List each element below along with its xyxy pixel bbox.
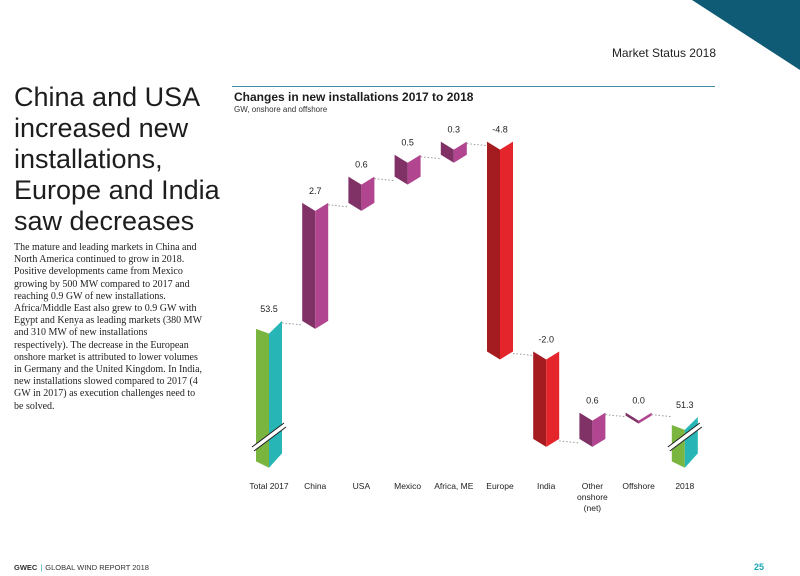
footer-separator: | <box>40 563 43 572</box>
bar-right-face <box>315 202 329 329</box>
bar-right-face <box>592 412 606 447</box>
bar-right-face <box>269 320 282 468</box>
bar-left-face <box>394 154 408 185</box>
axis-break-gap <box>251 423 287 451</box>
bar-left-face <box>348 176 362 211</box>
page-headline: China and USA increased new installation… <box>14 82 220 236</box>
bar-right-face <box>546 351 560 447</box>
category-label: China <box>304 481 326 491</box>
data-label: -4.8 <box>492 125 508 135</box>
body-paragraph: The mature and leading markets in China … <box>14 242 203 412</box>
data-label: 0.0 <box>632 396 645 406</box>
category-label: Africa, ME <box>434 481 474 491</box>
connector-line <box>605 414 626 418</box>
bar-right-face <box>684 417 698 468</box>
axis-break-line <box>669 426 703 452</box>
category-label: USA <box>353 481 371 491</box>
bar-right-face <box>361 176 375 211</box>
category-label: Total 2017 <box>249 481 288 491</box>
data-label: 2.7 <box>309 186 322 196</box>
connector-line <box>420 156 441 160</box>
corner-decoration <box>692 0 800 70</box>
bar-left-face <box>579 412 593 447</box>
category-label: Other <box>582 481 603 491</box>
bar-right-face <box>500 141 513 360</box>
bar-left-face <box>487 141 500 360</box>
bar-left-face <box>302 202 316 329</box>
chart-title: Changes in new installations 2017 to 201… <box>234 90 474 104</box>
connector-line <box>651 414 672 418</box>
category-label: 2018 <box>675 481 694 491</box>
page-number: 25 <box>753 562 764 572</box>
axis-break-line <box>667 422 701 448</box>
data-label: -2.0 <box>538 334 554 344</box>
bar-left-face <box>440 141 454 163</box>
category-label: Offshore <box>622 481 655 491</box>
category-label: onshore <box>577 492 608 502</box>
connector-line <box>374 178 395 182</box>
footer-report: GLOBAL WIND REPORT 2018 <box>45 563 149 572</box>
section-label: Market Status 2018 <box>611 46 716 60</box>
bar-right-face <box>407 154 421 185</box>
axis-break-line <box>251 422 285 448</box>
category-label: India <box>537 481 556 491</box>
connector-line <box>281 322 303 326</box>
category-label: Europe <box>486 481 514 491</box>
footer-brand: GWEC <box>14 563 38 572</box>
chart-subtitle: GW, onshore and offshore <box>234 105 328 114</box>
bar-right-face <box>638 412 652 424</box>
axis-break-gap <box>667 423 703 451</box>
connector-line <box>466 143 488 147</box>
data-label: 0.3 <box>448 125 461 135</box>
data-label: 0.5 <box>401 138 414 148</box>
data-label: 53.5 <box>260 304 278 314</box>
bar-left-face <box>256 328 269 468</box>
connector-line <box>512 352 534 356</box>
bar-left-face <box>625 412 639 424</box>
bar-left-face <box>671 425 685 468</box>
axis-break-line <box>253 426 287 452</box>
connector-line <box>328 204 349 208</box>
data-label: 51.3 <box>676 400 694 410</box>
data-label: 0.6 <box>586 396 599 406</box>
data-label: 0.6 <box>355 160 368 170</box>
connector-line <box>559 440 580 444</box>
category-label: Mexico <box>394 481 421 491</box>
chart-title-rule <box>232 86 715 87</box>
bar-left-face <box>533 351 547 447</box>
category-label: (net) <box>584 503 602 513</box>
footer-credit: GWEC | GLOBAL WIND REPORT 2018 <box>14 563 149 572</box>
bar-right-face <box>453 141 467 163</box>
